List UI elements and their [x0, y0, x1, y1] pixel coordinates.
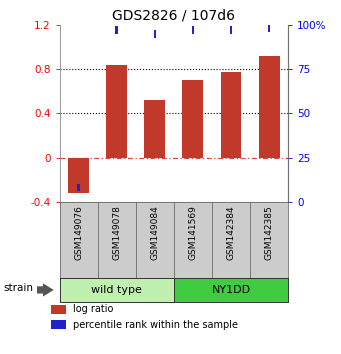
Bar — [192, 26, 194, 34]
Bar — [221, 72, 241, 158]
Text: GSM142384: GSM142384 — [226, 206, 236, 260]
Bar — [182, 80, 204, 158]
Bar — [230, 26, 232, 34]
Title: GDS2826 / 107d6: GDS2826 / 107d6 — [113, 8, 235, 22]
Bar — [68, 158, 89, 193]
Text: wild type: wild type — [91, 285, 142, 295]
Text: GSM142385: GSM142385 — [265, 206, 273, 260]
Text: GSM141569: GSM141569 — [189, 206, 197, 261]
Bar — [77, 184, 80, 192]
Bar — [258, 56, 280, 158]
Bar — [116, 26, 118, 34]
Text: GSM149084: GSM149084 — [150, 206, 159, 260]
FancyArrow shape — [37, 283, 54, 297]
Text: log ratio: log ratio — [73, 304, 113, 314]
Bar — [144, 100, 165, 158]
Bar — [153, 30, 156, 38]
Bar — [268, 24, 270, 32]
Text: percentile rank within the sample: percentile rank within the sample — [73, 320, 238, 330]
Text: NY1DD: NY1DD — [211, 285, 251, 295]
Bar — [106, 65, 127, 158]
Text: GSM149076: GSM149076 — [74, 206, 83, 261]
Bar — [50, 320, 66, 329]
Text: GSM149078: GSM149078 — [112, 206, 121, 261]
Text: strain: strain — [3, 282, 33, 292]
Bar — [50, 305, 66, 314]
